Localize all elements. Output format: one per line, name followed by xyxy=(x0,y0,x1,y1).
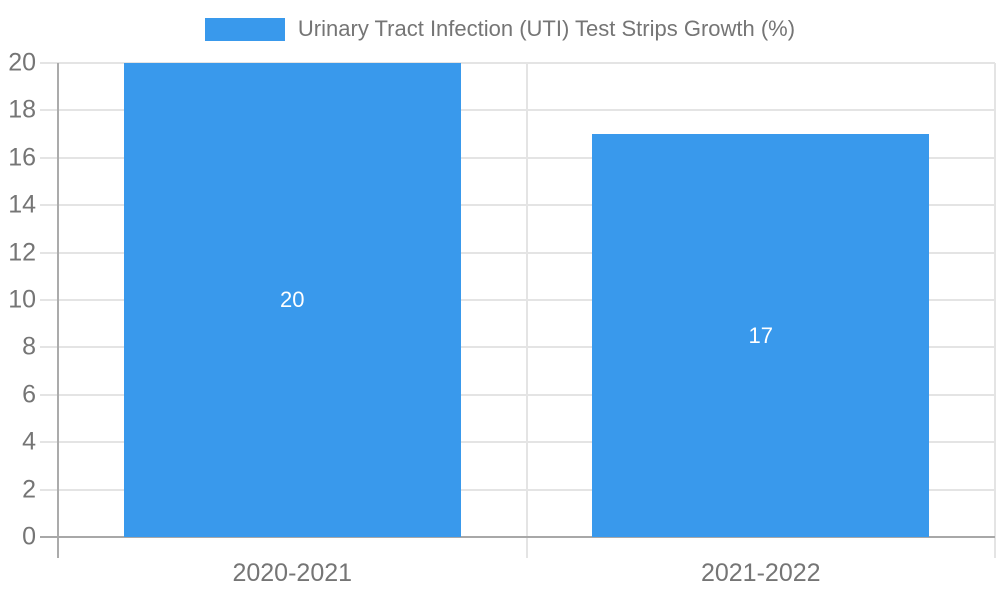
gridline xyxy=(40,156,995,159)
y-axis-tick-label: 16 xyxy=(8,143,36,172)
y-axis-tick-label: 6 xyxy=(22,380,36,409)
y-axis-line xyxy=(57,63,59,558)
y-axis-tick-label: 8 xyxy=(22,332,36,361)
legend-swatch xyxy=(204,17,285,41)
legend-label: Urinary Tract Infection (UTI) Test Strip… xyxy=(297,16,796,41)
x-axis-line xyxy=(40,536,995,538)
bar-value-label: 20 xyxy=(280,287,305,312)
gridline xyxy=(40,346,995,349)
gridline xyxy=(40,441,995,444)
y-axis-tick-label: 18 xyxy=(8,95,36,124)
y-axis-tick-label: 12 xyxy=(8,238,36,267)
bar-value-label: 17 xyxy=(748,322,773,348)
y-axis-tick-label: 4 xyxy=(22,427,36,456)
y-axis-tick-label: 20 xyxy=(8,48,36,77)
bar-2020-2021 xyxy=(123,63,461,537)
y-axis-tick-label: 14 xyxy=(8,190,36,219)
category-boundary-line xyxy=(525,63,528,558)
y-axis-tick-label: 2 xyxy=(22,475,36,504)
gridline xyxy=(40,393,995,396)
gridline xyxy=(40,488,995,491)
gridline xyxy=(40,109,995,112)
gridline xyxy=(40,251,995,254)
gridline xyxy=(40,204,995,207)
category-boundary-line xyxy=(994,63,996,558)
bar-2021-2022 xyxy=(592,134,930,537)
x-axis-category-label: 2020-2021 xyxy=(232,559,353,587)
x-axis-category-label: 2021-2022 xyxy=(700,559,821,587)
gridline xyxy=(40,299,995,301)
y-axis-tick-label: 10 xyxy=(8,285,36,314)
y-axis-tick-label: 0 xyxy=(22,522,36,551)
gridline xyxy=(40,62,995,64)
legend: Urinary Tract Infection (UTI) Test Strip… xyxy=(0,16,1000,42)
